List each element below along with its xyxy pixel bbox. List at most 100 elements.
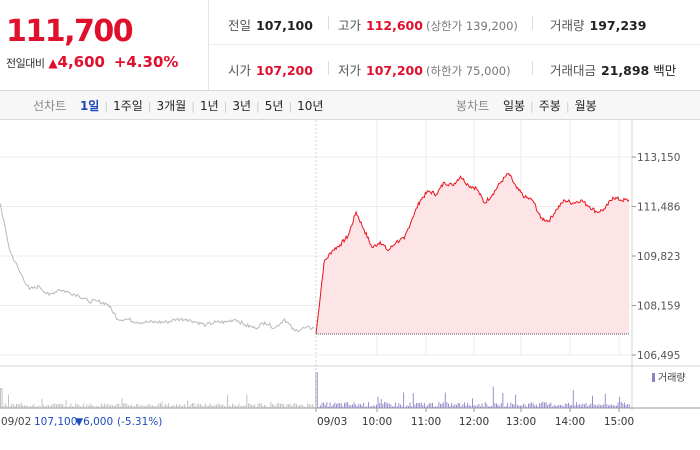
- volume-bar: [617, 402, 619, 408]
- volume-bar: [300, 404, 302, 408]
- volume-bar: [449, 406, 451, 408]
- volume-bar: [569, 405, 571, 408]
- x-tick-label: 09/03: [317, 416, 347, 428]
- volume-bar: [552, 406, 553, 408]
- volume-cell: 거래량 197,239: [550, 15, 646, 34]
- volume-bars: [0, 372, 630, 408]
- volume-bar: [556, 405, 558, 408]
- volume-bar: [32, 405, 33, 408]
- volume-bar: [558, 404, 560, 408]
- volume-bar: [553, 405, 555, 408]
- volume-bar: [209, 403, 211, 408]
- tab-candle-2[interactable]: 월봉: [574, 99, 597, 113]
- volume-bar: [161, 401, 163, 408]
- volume-bar: [105, 405, 107, 408]
- volume-bar: [587, 406, 589, 408]
- prev-day-line: [0, 202, 315, 333]
- volume-bar: [96, 406, 97, 408]
- stats-row-1: 전일 107,100 고가 112,600 (상한가 139,200) 거래량 197,…: [210, 0, 700, 45]
- volume-bar: [625, 405, 627, 408]
- volume-bar: [94, 406, 96, 408]
- candle-chart-tabs: 봉차트 일봉 | 주봉 | 월봉: [456, 97, 597, 114]
- upper-limit: (상한가 139,200): [425, 19, 518, 33]
- volume-bar: [440, 403, 441, 408]
- volume-bar: [481, 403, 483, 408]
- volume-bar: [542, 401, 544, 408]
- volume-bar: [379, 403, 381, 408]
- volume-bar: [73, 406, 75, 408]
- volume-bar: [564, 403, 566, 408]
- volume-bar: [89, 403, 91, 408]
- volume-bar: [190, 404, 192, 408]
- volume-bar: [601, 405, 603, 408]
- tab-line-5[interactable]: 5년: [264, 99, 284, 113]
- volume-bar: [459, 403, 461, 408]
- volume-bar: [539, 403, 541, 408]
- tab-line-2[interactable]: 3개월: [156, 99, 187, 113]
- volume-bar: [428, 403, 430, 408]
- volume-bar: [571, 404, 573, 408]
- volume-bar: [612, 405, 614, 408]
- volume-bar: [374, 406, 376, 408]
- tab-line-4[interactable]: 3년: [232, 99, 252, 113]
- y-axis: 113,150 111,486 109,823 108,159 106,495: [632, 152, 681, 362]
- tab-separator: |: [147, 100, 152, 113]
- volume-bar: [547, 404, 549, 408]
- volume-bar: [484, 402, 486, 408]
- volume-bar: [128, 405, 129, 408]
- tab-line-1[interactable]: 1주일: [113, 99, 143, 113]
- volume-bar: [176, 403, 177, 408]
- tab-line-3[interactable]: 1년: [199, 99, 219, 113]
- volume-bar: [28, 406, 30, 408]
- prev-day-percent: (-5.31%): [117, 416, 162, 428]
- volume-bar: [67, 406, 69, 408]
- volume-bar: [339, 403, 341, 408]
- tab-line-0[interactable]: 1일: [79, 99, 100, 113]
- tab-candle-0[interactable]: 일봉: [502, 99, 526, 113]
- volume-bar: [104, 403, 105, 408]
- tab-separator: |: [191, 100, 195, 113]
- volume-bar: [145, 405, 147, 408]
- volume-bar: [113, 406, 115, 408]
- volume-bar: [132, 406, 134, 408]
- volume-bar: [337, 403, 339, 408]
- volume-bar: [140, 405, 142, 408]
- volume-bar: [531, 402, 533, 408]
- volume-bar: [56, 404, 57, 408]
- volume-bar: [336, 403, 337, 408]
- volume-bar: [92, 405, 94, 408]
- volume-bar: [350, 405, 352, 408]
- line-chart-label: 선차트: [33, 99, 67, 113]
- volume-bar: [276, 403, 278, 408]
- tab-line-6[interactable]: 10년: [297, 99, 324, 113]
- amount-value: 21,898: [601, 63, 650, 78]
- volume-bar: [579, 403, 581, 408]
- volume-bar: [216, 404, 217, 408]
- volume-bar: [497, 404, 499, 408]
- volume-bar: [155, 406, 157, 408]
- change-percent: +4.30%: [113, 53, 179, 71]
- volume-bar: [508, 406, 510, 408]
- volume-bar: [620, 402, 622, 408]
- tab-candle-1[interactable]: 주봉: [538, 99, 561, 113]
- volume-bar: [252, 405, 254, 408]
- volume-bar: [16, 404, 17, 408]
- volume-bar: [265, 405, 267, 408]
- volume-bar: [404, 407, 406, 408]
- volume-bar: [355, 404, 357, 408]
- volume-bar: [403, 392, 405, 408]
- volume-bar: [328, 406, 329, 408]
- volume-bar: [400, 404, 401, 408]
- prev-day-summary: 09/02 107,100 ▼6,000 (-5.31%): [1, 416, 162, 428]
- volume-bar: [372, 405, 374, 408]
- volume-bar: [270, 401, 272, 408]
- volume-bar: [331, 406, 333, 408]
- volume-bar: [171, 405, 173, 408]
- volume-bar: [49, 406, 51, 408]
- volume-bar: [491, 406, 493, 408]
- volume-bar: [566, 403, 568, 408]
- volume-bar: [411, 406, 413, 408]
- amount-cell: 거래대금 21,898 백만: [550, 60, 676, 79]
- volume-bar: [0, 388, 1, 408]
- y-tick-label: 113,150: [637, 152, 680, 164]
